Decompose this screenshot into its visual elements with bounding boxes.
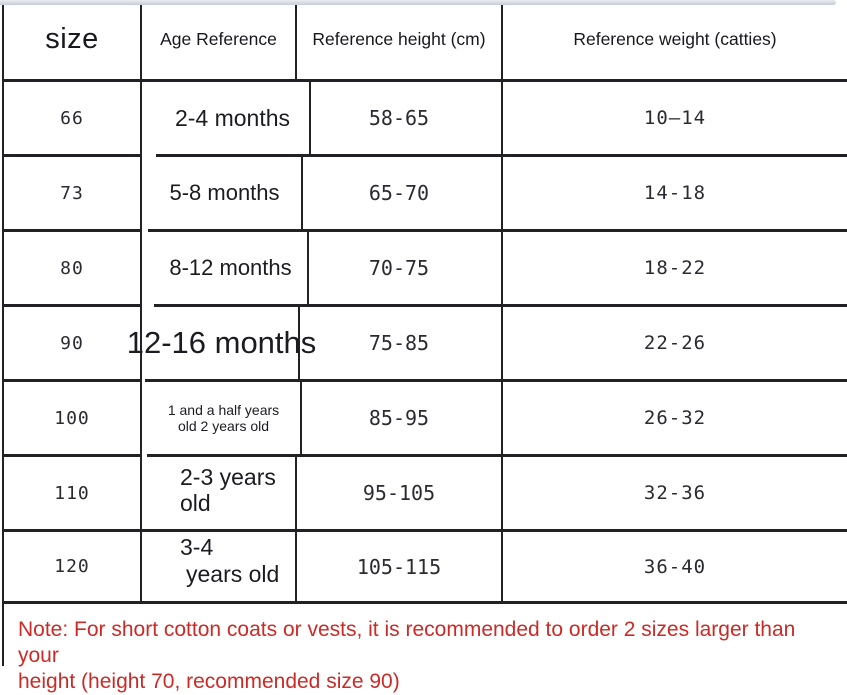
size-cell: 120 [4,532,142,604]
size-cell: 110 [4,457,142,532]
header-size: size [4,0,142,82]
age-line-1: 1 and a half years [167,402,280,418]
weight-cell: 36-40 [503,532,847,604]
age-cell: 5-8 months [148,157,303,232]
height-cell: 65-70 [297,157,503,232]
age-cell: 3-4 years old [142,532,297,604]
size-cell: 73 [4,157,142,232]
note-line-2: height (height 70, recommended size 90) [18,670,400,693]
top-divider-bar [0,0,836,5]
weight-cell: 18-22 [503,232,847,307]
age-line-2: years old [186,560,280,587]
size-cell: 80 [4,232,142,307]
weight-cell: 22-26 [503,307,847,382]
height-cell: 105-115 [297,532,503,604]
header-age: Age Reference [142,0,297,82]
age-cell: 1 and a half years old 2 years old [147,382,302,457]
height-cell: 95-105 [297,457,503,532]
weight-cell: 10—14 [503,82,847,157]
size-cell: 66 [4,82,142,157]
age-line-1: 3-4 [180,533,214,560]
age-cell: 8-12 months [154,232,309,307]
weight-cell: 14-18 [503,157,847,232]
size-cell: 90 [4,307,142,382]
size-note: Note: For short cotton coats or vests, i… [4,604,847,695]
height-cell: 85-95 [297,382,503,457]
height-cell: 70-75 [297,232,503,307]
height-cell: 58-65 [297,82,503,157]
weight-cell: 32-36 [503,457,847,532]
height-cell: 75-85 [297,307,503,382]
size-table: size Age Reference Reference height (cm)… [4,0,847,604]
header-height: Reference height (cm) [297,0,503,82]
age-cell: 2-3 years old [142,457,297,532]
age-line-1: 2-3 years [180,464,276,490]
age-cell: 12-16 months [127,307,316,382]
age-cell: 2-4 months [156,82,311,157]
age-line-2: old 2 years old [177,418,270,434]
note-line-1: Note: For short cotton coats or vests, i… [18,618,796,667]
size-cell: 100 [4,382,142,457]
header-weight: Reference weight (catties) [503,0,847,82]
age-line-2: old [180,490,211,516]
weight-cell: 26-32 [503,382,847,457]
table-left-border [2,1,4,666]
